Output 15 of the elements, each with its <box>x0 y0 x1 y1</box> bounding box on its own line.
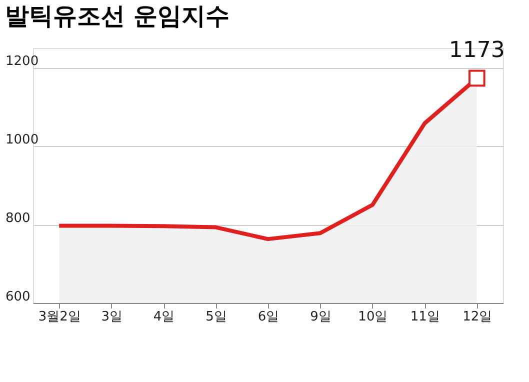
x-tick-label: 9일 <box>310 310 332 324</box>
x-tick-label: 3월2일 <box>38 310 81 324</box>
y-tick-label: 1000 <box>6 132 39 148</box>
x-tick-label: 3일 <box>101 310 122 324</box>
x-tick-label: 10일 <box>358 310 388 324</box>
annotation: 1173 <box>448 38 505 64</box>
x-tick-label: 4일 <box>153 310 175 324</box>
x-tick-label: 11일 <box>410 310 440 324</box>
x-tick-label: 5일 <box>206 310 227 324</box>
chart-title: 발틱유조선 운임지수 <box>5 2 230 30</box>
x-tick-label: 12일 <box>462 310 492 324</box>
x-tick-label: 6일 <box>258 310 280 324</box>
y-tick-label: 600 <box>6 290 30 304</box>
y-tick-label: 1200 <box>6 54 39 70</box>
y-tick-label: 800 <box>6 211 30 226</box>
